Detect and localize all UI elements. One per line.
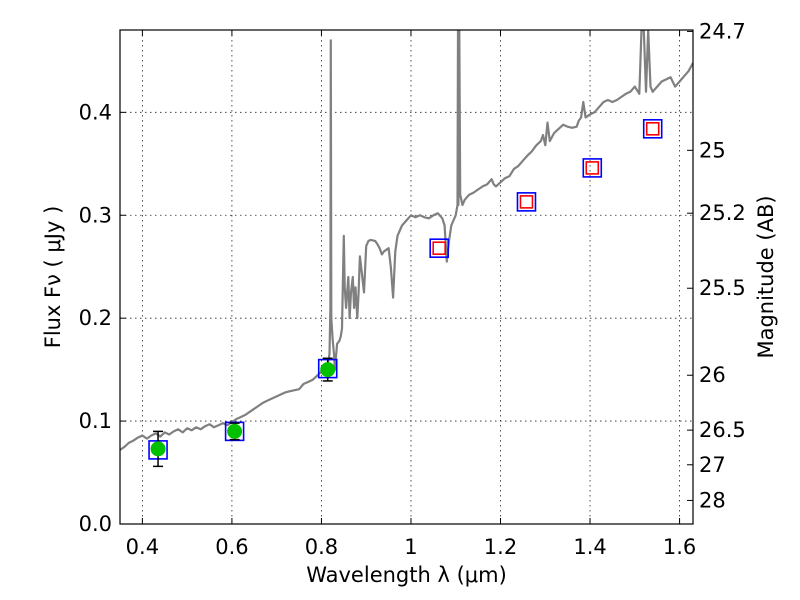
model-photometry-marker	[582, 158, 603, 178]
x-tick-label: 0.8	[305, 535, 338, 559]
y2-axis-label: Magnitude (AB)	[754, 195, 778, 358]
observed-photometry-marker	[227, 423, 243, 439]
y-tick-label: 0.0	[79, 512, 112, 536]
observed-photometry-marker	[150, 441, 166, 457]
y2-tick-label: 28	[699, 488, 726, 512]
y2-tick-label: 27	[699, 453, 726, 477]
y-tick-label: 0.2	[79, 306, 112, 330]
y-tick-label: 0.4	[79, 100, 112, 124]
model-photometry-marker	[516, 192, 537, 212]
plot-area	[120, 30, 693, 468]
x-tick-label: 1.2	[484, 535, 517, 559]
y2-tick-label: 26	[699, 363, 726, 387]
y-axis-label: Flux Fν ( μJy )	[41, 206, 65, 349]
x-axis-label: Wavelength λ (μm)	[306, 563, 507, 587]
y2-tick-label: 24.7	[699, 19, 746, 43]
y2-tick-label: 26.5	[699, 418, 746, 442]
model-photometry-marker	[224, 421, 245, 442]
x-tick-label: 1.6	[663, 535, 696, 559]
axes-frame	[119, 29, 694, 525]
x-tick-label: 0.4	[126, 535, 159, 559]
x-tick-label: 0.6	[215, 535, 248, 559]
model-photometry-marker	[642, 119, 663, 139]
x-tick-label: 1.4	[573, 535, 606, 559]
ticks: 0.4 0.6 0.8 1 1.2 1.4 1.6 0.0 0.1 0.2 0.3 0.4 24.7 25…	[79, 19, 746, 559]
x-tick-label: 1	[404, 535, 417, 559]
upper-limit-marker	[519, 195, 534, 209]
observed-photometry-marker	[320, 362, 336, 378]
upper-limit-marker	[432, 241, 446, 255]
spectrum-line	[120, 30, 693, 451]
grid	[120, 30, 693, 524]
y-tick-label: 0.3	[79, 203, 112, 227]
y2-tick-label: 25.2	[699, 201, 746, 225]
upper-limit-marker	[585, 161, 600, 175]
y-tick-label: 0.1	[79, 409, 112, 433]
y2-tick-label: 25.5	[699, 276, 746, 300]
model-photometry-marker	[429, 238, 449, 258]
y2-tick-label: 25	[699, 138, 726, 162]
upper-limit-marker	[645, 122, 660, 136]
